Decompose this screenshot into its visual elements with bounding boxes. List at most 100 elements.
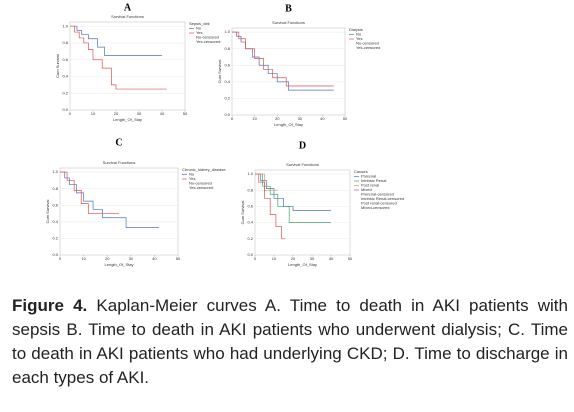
y-tick-label: 0.8 [224,46,230,51]
y-axis-label: Cum Survival [45,200,50,224]
legend-label: Yes-censored [356,45,380,50]
x-tick-label: 30 [129,256,134,261]
x-tick-label: 50 [348,256,353,261]
legend-title: Dialysis [349,27,363,32]
survival-curve [70,25,167,90]
x-axis-label: Length_Of_Stay [288,262,317,267]
x-tick-label: 10 [91,111,96,116]
y-tick-label: 1.0 [62,23,68,28]
y-tick-label: 0.8 [247,187,253,192]
panel-letter: C [115,137,122,148]
caption-label: Figure 4. [12,296,88,315]
x-tick-label: 20 [114,111,119,116]
legend-label: Prerenal [361,174,376,179]
y-tick-label: 0.6 [62,57,68,62]
legend-label: Prerenal-censored [361,192,394,197]
legend-label: No-censored [196,35,219,40]
x-tick-label: 20 [105,256,110,261]
chart-title: Survival Functions [111,14,144,19]
chart-title: Survival Functions [272,20,305,25]
x-tick-label: 10 [81,256,86,261]
y-axis-label: Cum Survival [55,54,60,78]
panel-letter: B [285,3,292,14]
x-tick-label: 0 [69,111,72,116]
chart-title: Survival Functions [286,162,319,167]
survival-curve [232,31,334,87]
x-tick-label: 0 [59,256,62,261]
x-tick-label: 40 [320,116,325,121]
x-tick-label: 20 [275,116,280,121]
y-tick-label: 0.4 [247,220,253,225]
y-tick-label: 0.6 [247,203,253,208]
x-tick-label: 10 [252,116,257,121]
y-tick-label: 0.2 [224,95,230,100]
legend-label: No [196,26,202,31]
y-tick-label: 0.4 [224,79,230,84]
y-tick-label: 0.6 [52,202,58,207]
y-tick-label: 0.8 [62,40,68,45]
legend-label: No [189,172,195,177]
y-tick-label: 0.2 [52,235,58,240]
y-tick-label: 1.0 [224,29,230,34]
plot-frame [59,167,179,256]
x-tick-label: 50 [176,256,181,261]
y-tick-label: 0.2 [247,236,253,241]
caption-text: Kaplan-Meier curves A. Time to death in … [12,296,568,387]
legend-label: Yes-censored [196,39,220,44]
y-tick-label: 0.2 [62,90,68,95]
legend-label: No [356,32,362,37]
survival-curve [70,25,162,56]
y-axis-label: Cum Survival [240,201,245,225]
survival-curve [232,31,334,91]
legend-label: Intrinsic Renal-censored [361,196,404,201]
x-tick-label: 50 [343,116,348,121]
x-axis-label: Length_Of_Stay [105,262,134,267]
x-tick-label: 40 [329,256,334,261]
x-axis-label: Length_Of_Stay [274,122,303,127]
panel-letter: A [124,2,132,13]
legend-title: Sepsis_dek [189,21,210,26]
plot-frame [231,27,346,116]
legend-label: Intrinsic Renal [361,178,386,183]
x-tick-label: 0 [231,116,234,121]
x-tick-label: 30 [298,116,303,121]
y-tick-label: 1.0 [52,169,58,174]
survival-curve [255,173,331,211]
x-tick-label: 20 [291,256,296,261]
legend-label: No-censored [189,181,212,186]
survival-curve [255,173,286,240]
x-tick-label: 30 [137,111,142,116]
x-tick-label: 40 [160,111,165,116]
survival-curve [60,171,160,229]
plot-frame [69,21,186,111]
y-tick-label: 0.6 [224,62,230,67]
legend-label: Post renal-censored [361,201,397,206]
y-tick-label: 0.4 [52,219,58,224]
legend-title: Chronic_kidney_disease [182,167,226,172]
x-tick-label: 50 [183,111,188,116]
y-axis-label: Cum Survival [217,60,222,84]
x-tick-label: 0 [254,256,257,261]
legend-label: Yes-censored [189,185,213,190]
legend-label: Mixed [361,187,372,192]
y-tick-label: 0.0 [62,107,68,112]
legend-label: Mixed-censored [361,205,389,210]
legend-label: Post renal [361,183,379,188]
y-tick-label: 0.0 [247,252,253,257]
chart-title: Survival Functions [103,160,136,165]
y-tick-label: 0.8 [52,186,58,191]
x-tick-label: 10 [272,256,277,261]
legend-label: Yes [196,30,203,35]
y-tick-label: 0.0 [224,112,230,117]
y-tick-label: 1.0 [247,171,253,176]
legend-label: Yes [356,36,363,41]
plot-frame [254,169,351,256]
survival-curve [60,171,119,214]
legend-label: No-censored [356,41,379,46]
x-tick-label: 40 [152,256,157,261]
survival-curve [255,173,331,223]
y-tick-label: 0.0 [52,252,58,257]
caption: Figure 4. Kaplan-Meier curves A. Time to… [12,294,568,390]
